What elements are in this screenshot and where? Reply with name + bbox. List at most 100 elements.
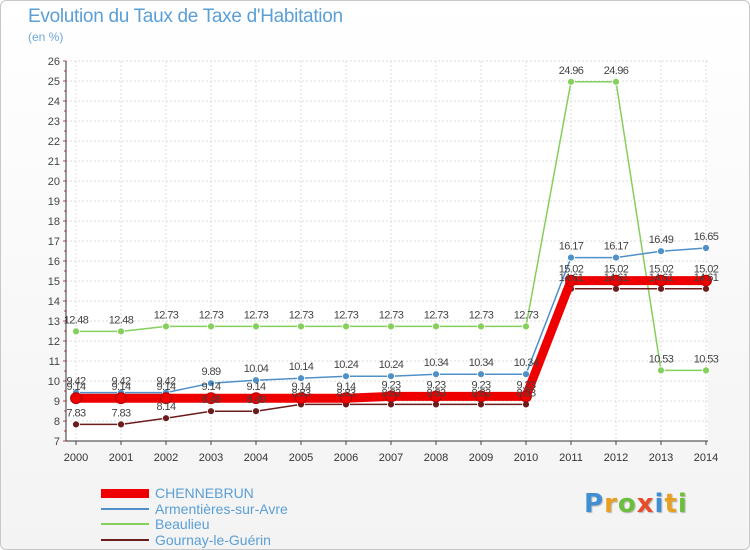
data-point-chennebrun xyxy=(430,390,442,403)
data-point-armenti-res-sur-avre xyxy=(252,376,260,385)
data-point-gournay-le-gu-rin xyxy=(117,420,125,429)
data-point-chennebrun xyxy=(295,392,307,405)
data-label-gournay-le-gu-rin: 14.61 xyxy=(604,272,629,284)
y-tick-label: 22 xyxy=(48,136,60,148)
data-label-beaulieu: 12.73 xyxy=(424,309,449,321)
data-label-beaulieu: 12.73 xyxy=(379,309,404,321)
data-label-chennebrun: 9.14 xyxy=(201,381,220,393)
legend-swatch xyxy=(101,538,149,541)
data-label-armenti-res-sur-avre: 10.34 xyxy=(469,357,494,369)
legend-swatch xyxy=(101,523,149,525)
data-point-chennebrun xyxy=(205,392,217,405)
data-label-chennebrun: 9.23 xyxy=(471,379,490,391)
data-point-chennebrun xyxy=(655,274,667,287)
data-point-beaulieu xyxy=(162,322,170,331)
logo-letter: r xyxy=(604,489,618,519)
data-label-beaulieu: 12.73 xyxy=(334,309,359,321)
data-point-chennebrun xyxy=(340,392,352,405)
data-point-beaulieu xyxy=(387,322,395,331)
data-point-chennebrun xyxy=(475,390,487,403)
data-label-armenti-res-sur-avre: 9.42 xyxy=(66,376,85,388)
data-point-gournay-le-gu-rin xyxy=(207,407,215,416)
data-point-armenti-res-sur-avre xyxy=(612,253,620,262)
data-label-armenti-res-sur-avre: 10.24 xyxy=(379,359,404,371)
data-point-chennebrun xyxy=(115,392,127,405)
data-point-beaulieu xyxy=(522,322,530,331)
y-tick-label: 9 xyxy=(54,396,60,408)
x-tick-label: 2005 xyxy=(289,452,313,464)
data-label-chennebrun: 15.02 xyxy=(649,264,674,276)
data-label-armenti-res-sur-avre: 9.42 xyxy=(111,376,130,388)
data-label-beaulieu: 12.73 xyxy=(514,309,539,321)
data-point-armenti-res-sur-avre xyxy=(297,374,305,383)
proxiti-logo: Proxiti xyxy=(584,489,688,519)
legend-swatch xyxy=(101,488,149,498)
data-label-gournay-le-gu-rin: 7.83 xyxy=(111,407,130,419)
data-point-beaulieu xyxy=(477,322,485,331)
data-label-chennebrun: 9.14 xyxy=(111,381,130,393)
data-point-chennebrun xyxy=(565,274,577,287)
data-label-gournay-le-gu-rin: 8.49 xyxy=(201,394,220,406)
data-point-armenti-res-sur-avre xyxy=(432,370,440,379)
x-tick-label: 2010 xyxy=(514,452,538,464)
data-label-chennebrun: 15.02 xyxy=(559,264,584,276)
data-point-armenti-res-sur-avre xyxy=(567,253,575,262)
data-label-beaulieu: 10.53 xyxy=(649,353,674,365)
logo-letter: i xyxy=(677,489,688,519)
data-point-beaulieu xyxy=(297,322,305,331)
x-tick-label: 2013 xyxy=(649,452,673,464)
data-point-gournay-le-gu-rin xyxy=(252,407,260,416)
data-label-beaulieu: 24.96 xyxy=(559,65,584,77)
data-label-beaulieu: 12.73 xyxy=(199,309,224,321)
x-tick-label: 2011 xyxy=(559,452,583,464)
x-tick-label: 2002 xyxy=(154,452,178,464)
y-tick-label: 16 xyxy=(48,256,60,268)
data-point-armenti-res-sur-avre xyxy=(702,244,710,252)
data-label-armenti-res-sur-avre: 16.49 xyxy=(649,234,674,246)
data-label-beaulieu: 12.48 xyxy=(109,314,134,326)
x-tick-label: 2007 xyxy=(379,452,403,464)
y-tick-label: 25 xyxy=(48,76,60,88)
data-point-armenti-res-sur-avre xyxy=(522,370,530,379)
data-label-gournay-le-gu-rin: 8.83 xyxy=(516,387,535,399)
x-tick-label: 2003 xyxy=(199,452,223,464)
data-label-gournay-le-gu-rin: 8.83 xyxy=(291,387,310,399)
data-label-armenti-res-sur-avre: 16.17 xyxy=(604,241,629,253)
data-point-armenti-res-sur-avre xyxy=(387,372,395,381)
plot-area xyxy=(66,61,708,441)
data-label-beaulieu: 12.73 xyxy=(154,309,179,321)
data-label-armenti-res-sur-avre: 10.04 xyxy=(244,363,269,375)
x-tick-label: 2012 xyxy=(604,452,628,464)
logo-letter: x xyxy=(636,489,655,519)
data-label-armenti-res-sur-avre: 10.34 xyxy=(514,357,539,369)
data-label-gournay-le-gu-rin: 8.83 xyxy=(426,387,445,399)
y-tick-label: 8 xyxy=(54,416,60,428)
data-label-beaulieu: 12.73 xyxy=(289,309,314,321)
data-point-chennebrun xyxy=(160,392,172,405)
data-point-beaulieu xyxy=(72,327,80,336)
y-tick-label: 15 xyxy=(48,276,60,288)
y-tick-label: 10 xyxy=(48,376,60,388)
data-label-chennebrun: 15.02 xyxy=(604,264,629,276)
data-point-chennebrun xyxy=(520,390,532,403)
data-point-chennebrun xyxy=(610,274,622,287)
data-point-beaulieu xyxy=(207,322,215,331)
data-point-chennebrun xyxy=(250,392,262,405)
data-label-beaulieu: 12.48 xyxy=(64,314,89,326)
unit-label: (en %) xyxy=(28,30,64,44)
data-point-beaulieu xyxy=(432,322,440,331)
y-tick-label: 23 xyxy=(48,116,60,128)
data-label-beaulieu: 12.73 xyxy=(469,309,494,321)
data-label-chennebrun: 9.14 xyxy=(291,381,310,393)
data-label-gournay-le-gu-rin: 7.83 xyxy=(66,407,85,419)
data-label-beaulieu: 12.73 xyxy=(244,309,269,321)
data-point-chennebrun xyxy=(70,392,82,405)
y-tick-label: 11 xyxy=(49,356,60,368)
data-point-chennebrun xyxy=(700,274,712,287)
x-tick-label: 2006 xyxy=(334,452,358,464)
data-label-gournay-le-gu-rin: 8.83 xyxy=(381,387,400,399)
data-point-armenti-res-sur-avre xyxy=(657,247,665,256)
y-tick-label: 12 xyxy=(48,336,60,348)
data-point-beaulieu xyxy=(657,366,665,375)
